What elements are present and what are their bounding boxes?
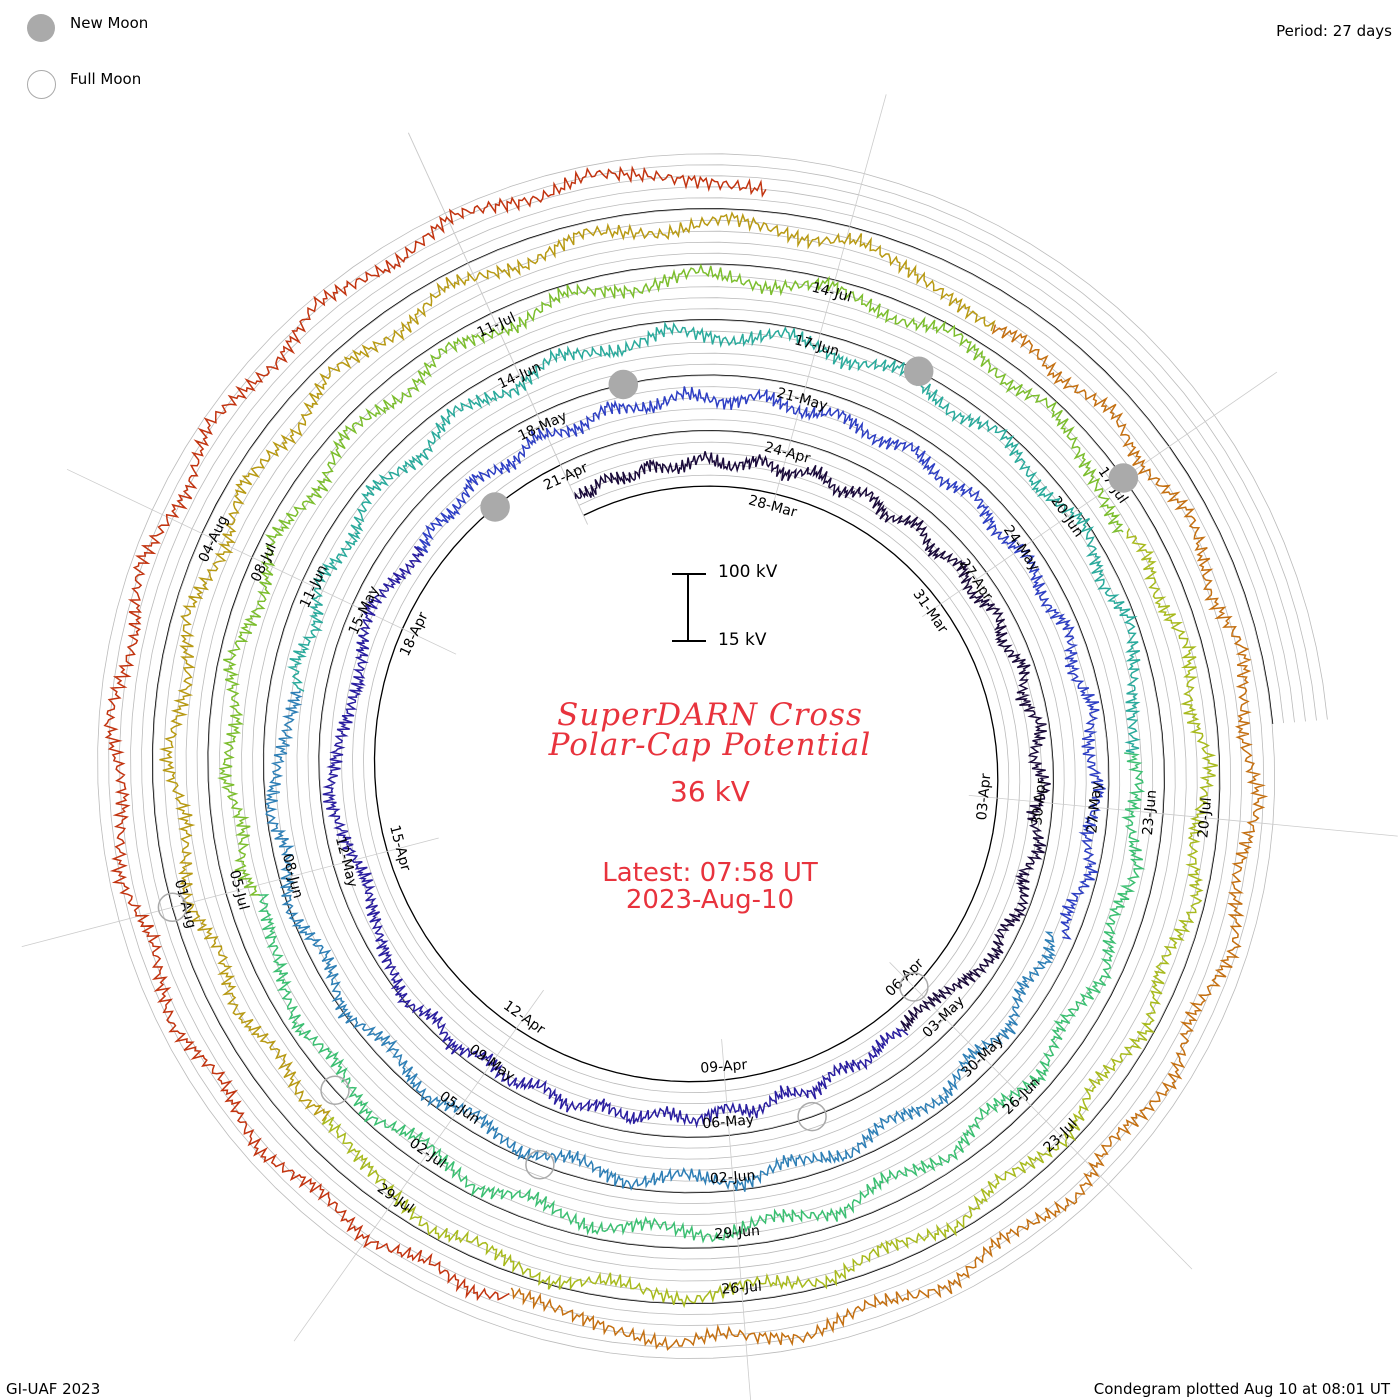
date-label: 11-Jun	[297, 563, 331, 611]
latest-time: Latest: 07:58 UT	[602, 858, 818, 888]
full-moon-icon	[525, 1149, 555, 1180]
series-line-0	[574, 451, 1051, 1031]
radial-gridline	[408, 132, 588, 525]
series-line-3	[265, 690, 1057, 1192]
date-label: 03-Apr	[974, 773, 994, 821]
chart-title-line2: Polar-Cap Potential	[548, 727, 872, 763]
current-value: 36 kV	[670, 775, 750, 808]
date-label: 18-Apr	[397, 610, 432, 659]
date-label: 04-Aug	[196, 513, 232, 565]
date-label: 18-May	[516, 408, 570, 444]
new-moon-swatch-icon	[27, 14, 55, 42]
series-line-8	[158, 211, 996, 1122]
spiral-gridline	[119, 175, 1306, 1337]
date-label: 28-Mar	[747, 492, 799, 521]
date-label: 30-Apr	[1029, 778, 1049, 826]
date-label: 02-Jun	[709, 1168, 756, 1188]
date-label: 23-Jun	[1140, 789, 1160, 836]
latest-date: 2023-Aug-10	[625, 885, 795, 915]
date-label: 29-Jul	[374, 1180, 416, 1217]
legend-new-moon-label: New Moon	[70, 14, 149, 32]
scale-top-label: 100 kV	[718, 562, 778, 582]
legend-full-moon-label: Full Moon	[70, 70, 142, 88]
series-line-5	[257, 752, 1146, 1244]
chart-title-line1: SuperDARN Cross	[557, 697, 863, 733]
spiral-gridline	[97, 153, 1328, 1359]
date-label: 20-Jul	[1195, 797, 1215, 839]
date-label: 14-Jun	[496, 359, 544, 393]
full-moon-icon	[320, 1075, 350, 1105]
date-label: 21-Apr	[541, 460, 590, 494]
spiral-grid	[21, 94, 1398, 1400]
new-moon-icon	[1108, 463, 1139, 493]
plotted-timestamp: Condegram plotted Aug 10 at 08:01 UT	[1093, 1380, 1390, 1398]
full-moon-icon	[157, 892, 188, 923]
radial-gridline	[293, 989, 544, 1342]
series-line-4	[287, 320, 1141, 754]
radial-gridline	[771, 94, 887, 510]
series-line-10	[103, 165, 767, 1302]
credit-label: GI-UAF 2023	[6, 1380, 101, 1398]
date-label: 06-May	[702, 1112, 755, 1132]
spiral-gridline	[141, 197, 1284, 1315]
date-label: 08-Jul	[248, 541, 280, 584]
full-moon-swatch-icon	[27, 70, 56, 99]
date-label: 08-Jun	[279, 852, 306, 900]
full-moon-icon	[797, 1101, 827, 1132]
date-label: 09-Apr	[700, 1057, 748, 1077]
date-label: 31-Mar	[909, 587, 950, 637]
new-moon-icon	[608, 369, 639, 400]
series-line-7	[321, 528, 1218, 1309]
radial-gridline	[889, 962, 1193, 1270]
radial-gridline	[721, 1039, 751, 1400]
scale-bottom-label: 15 kV	[718, 630, 767, 650]
spiral-gridline	[108, 164, 1317, 1348]
series-line-2	[416, 386, 1106, 940]
date-label: 29-Jun	[714, 1223, 761, 1243]
series-line-9	[510, 324, 1269, 1351]
date-label: 12-Apr	[500, 998, 548, 1038]
spiral-baseline	[151, 208, 1274, 1305]
date-label: 26-Jul	[721, 1279, 763, 1298]
scale-bar	[672, 573, 706, 642]
series-line-6	[217, 263, 1124, 896]
date-label: 15-May	[346, 584, 383, 638]
period-label: Period: 27 days	[1276, 22, 1392, 40]
full-moon-icon	[899, 972, 929, 1002]
new-moon-icon	[480, 492, 510, 522]
date-label: 27-May	[1084, 781, 1105, 834]
potential-series	[103, 165, 1269, 1351]
spiral-gridline	[130, 186, 1295, 1326]
new-moon-icon	[903, 356, 934, 387]
radial-gridline	[21, 837, 439, 947]
moon-markers	[157, 356, 1139, 1180]
series-line-1	[322, 545, 909, 1129]
